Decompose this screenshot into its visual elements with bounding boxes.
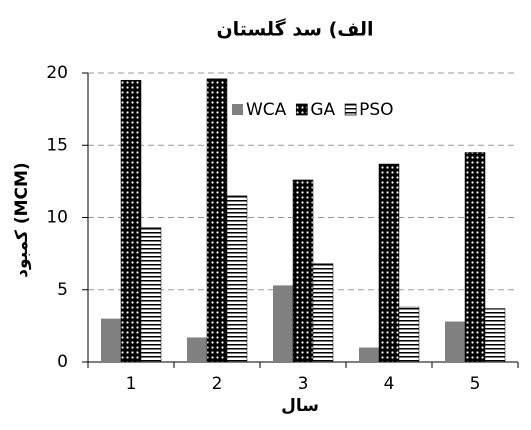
legend-swatch <box>344 103 357 116</box>
bar <box>226 195 248 363</box>
legend-label: WCA <box>246 100 287 120</box>
bar <box>101 318 121 362</box>
legend-swatch <box>232 104 243 115</box>
bar <box>187 337 207 362</box>
bar <box>464 152 486 363</box>
bar <box>445 321 465 362</box>
y-tick-label: 5 <box>57 280 68 300</box>
x-tick-label: 4 <box>384 374 395 394</box>
bar <box>206 78 228 363</box>
bar <box>312 263 334 363</box>
legend-swatch <box>295 103 308 116</box>
legend-label: PSO <box>359 100 393 120</box>
x-tick-label: 1 <box>126 374 137 394</box>
bar <box>273 285 293 362</box>
y-tick-label: 20 <box>46 63 68 83</box>
y-tick-label: 10 <box>46 208 68 228</box>
bar <box>120 79 142 363</box>
x-tick-label: 5 <box>470 374 481 394</box>
chart-title: الف) سد گلستان <box>216 18 373 41</box>
x-tick-label: 3 <box>298 374 309 394</box>
y-tick-label: 0 <box>57 352 68 372</box>
bar <box>398 306 420 363</box>
y-tick-label: 15 <box>46 135 68 155</box>
x-tick-label: 2 <box>212 374 223 394</box>
bar <box>484 308 506 363</box>
bar <box>378 163 400 363</box>
bar <box>292 179 314 363</box>
y-axis-label: كمبود (MCM) <box>12 162 32 277</box>
legend-label: GA <box>310 100 335 120</box>
bar <box>359 347 379 362</box>
x-axis-label: سال <box>281 396 319 416</box>
bar <box>140 227 162 363</box>
